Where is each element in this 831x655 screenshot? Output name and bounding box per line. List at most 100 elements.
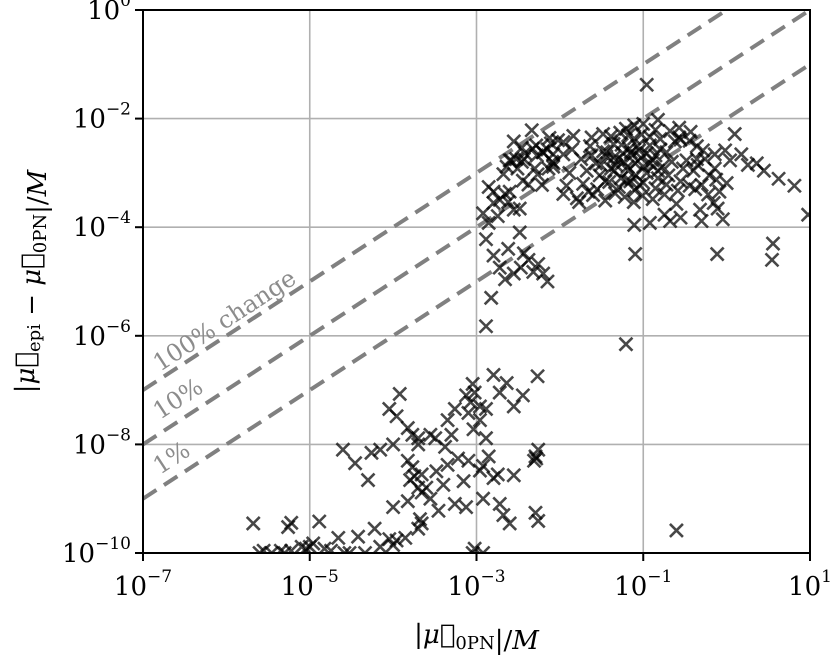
data-point — [478, 318, 494, 334]
data-point — [342, 545, 357, 553]
data-point — [385, 537, 401, 553]
data-point — [392, 386, 408, 402]
data-point — [622, 173, 638, 189]
data-point — [642, 215, 658, 231]
y-tick-label-3: 10−4 — [73, 208, 131, 243]
data-point — [475, 545, 491, 553]
data-point — [515, 173, 531, 189]
y-axis-label: |μ⃗epi − μ⃗0PN|/M — [11, 168, 53, 393]
x-tick-label-2: 10−3 — [447, 567, 505, 602]
data-point — [545, 159, 561, 175]
data-point — [514, 154, 530, 170]
data-point — [617, 189, 633, 205]
data-point — [357, 545, 373, 553]
data-point — [528, 505, 543, 521]
data-point — [461, 405, 476, 421]
data-point — [528, 449, 543, 464]
data-point — [515, 387, 531, 403]
data-point — [597, 173, 613, 189]
data-point — [481, 449, 497, 464]
data-point — [414, 485, 430, 500]
data-point — [659, 144, 674, 160]
data-point — [335, 442, 351, 458]
data-point — [764, 252, 780, 268]
data-point — [786, 178, 802, 194]
data-point — [530, 256, 546, 272]
data-point — [687, 181, 703, 197]
data-point — [632, 177, 647, 193]
data-point — [561, 165, 577, 181]
data-point — [712, 184, 727, 200]
data-point — [422, 427, 438, 443]
data-point — [495, 166, 511, 182]
data-point — [467, 541, 483, 553]
data-point — [435, 477, 451, 493]
data-point — [360, 472, 376, 488]
data-point — [472, 463, 488, 478]
data-point — [323, 543, 339, 553]
data-point — [715, 211, 731, 227]
data-point — [385, 436, 401, 452]
data-point — [673, 132, 688, 148]
data-point — [517, 145, 533, 161]
data-point — [526, 453, 542, 469]
data-point — [631, 142, 647, 158]
data-point — [492, 260, 508, 276]
data-point — [700, 187, 716, 202]
data-point — [626, 217, 642, 233]
data-point — [311, 514, 327, 529]
data-point — [530, 368, 545, 384]
data-point — [673, 173, 688, 189]
data-point — [372, 442, 388, 458]
data-point — [404, 427, 420, 443]
reference-label-1: 10% — [148, 372, 208, 425]
data-point — [627, 246, 643, 262]
data-point — [650, 163, 666, 179]
data-point — [516, 245, 532, 261]
data-point — [475, 491, 491, 507]
data-point — [497, 271, 513, 287]
data-point — [472, 412, 488, 428]
data-point — [458, 387, 474, 403]
data-point — [336, 545, 352, 553]
data-point — [626, 194, 642, 210]
data-point — [765, 236, 781, 251]
data-point — [635, 188, 650, 204]
data-point — [467, 385, 483, 401]
data-point — [707, 146, 723, 162]
reference-line-0 — [143, 10, 731, 392]
data-point — [581, 184, 596, 200]
x-axis-label: |μ⃗0PN|/M — [414, 620, 540, 655]
data-point — [530, 513, 546, 529]
data-point — [400, 493, 416, 509]
data-point — [305, 536, 321, 551]
data-point — [431, 503, 446, 519]
data-point — [466, 421, 481, 437]
data-point — [648, 147, 663, 163]
data-point — [502, 152, 518, 168]
reference-line-1 — [143, 10, 810, 447]
data-point — [330, 530, 346, 546]
data-point — [350, 529, 366, 545]
x-tick-label-3: 10−1 — [614, 567, 672, 602]
data-point — [584, 130, 599, 145]
data-point — [635, 116, 651, 132]
data-point — [565, 128, 581, 144]
data-point — [458, 499, 474, 515]
data-point — [506, 202, 522, 218]
data-points — [245, 77, 810, 553]
data-point — [481, 215, 497, 231]
data-point — [372, 539, 388, 553]
data-point — [492, 385, 508, 401]
data-point — [483, 290, 499, 306]
data-point — [542, 130, 557, 146]
data-point — [530, 166, 545, 182]
data-point — [584, 147, 599, 163]
data-point — [689, 151, 705, 167]
reference-label-2: 1% — [148, 436, 195, 480]
data-point — [756, 163, 772, 179]
data-point — [618, 336, 634, 352]
data-point — [490, 208, 506, 224]
data-point — [456, 473, 472, 489]
